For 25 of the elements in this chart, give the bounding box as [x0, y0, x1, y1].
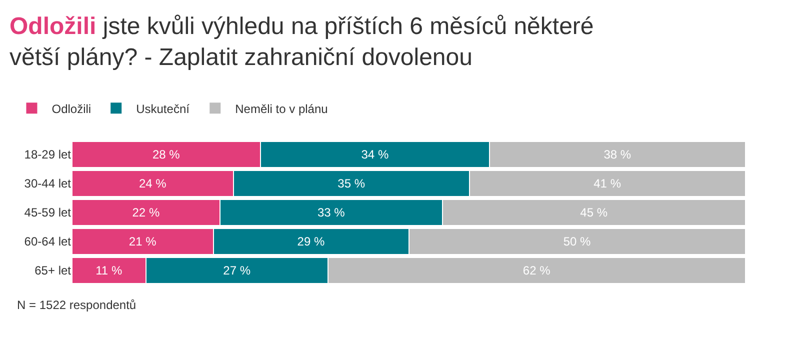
- data-label: 45 %: [580, 206, 608, 220]
- legend-label: Uskuteční: [136, 102, 190, 116]
- y-tick-label: 45-59 let: [24, 206, 72, 220]
- data-label: 41 %: [594, 176, 622, 190]
- data-label: 24 %: [138, 176, 167, 190]
- data-label: 11 %: [96, 264, 122, 278]
- data-label: 21 %: [128, 234, 157, 248]
- data-label: 35 %: [338, 176, 366, 190]
- data-label: 22 %: [132, 206, 160, 220]
- legend-label: Odložili: [52, 102, 92, 116]
- data-label: 27 %: [223, 264, 251, 278]
- data-label: 50 %: [563, 234, 592, 248]
- data-label: 29 %: [297, 234, 325, 248]
- y-tick-label: 60-64 let: [24, 234, 72, 249]
- text: N = 1522 respondentů: [17, 298, 136, 312]
- data-label: 38 %: [604, 148, 632, 162]
- legend-label: Neměli to v plánu: [235, 102, 328, 116]
- y-tick-label: 18-29 let: [24, 148, 72, 162]
- data-label: 62 %: [522, 264, 551, 278]
- y-tick-label: 65+ let: [34, 264, 72, 278]
- data-label: 33 %: [317, 206, 346, 220]
- data-label: 28 %: [152, 148, 180, 162]
- y-tick-label: 30-44 let: [24, 176, 72, 191]
- chart-title: Odložili jste kvůli výhledu na příštích 6 měsíců některé větší plány? - Zaplatit zahraniční dovolenou: [10, 13, 594, 72]
- data-label: 34 %: [361, 148, 389, 162]
